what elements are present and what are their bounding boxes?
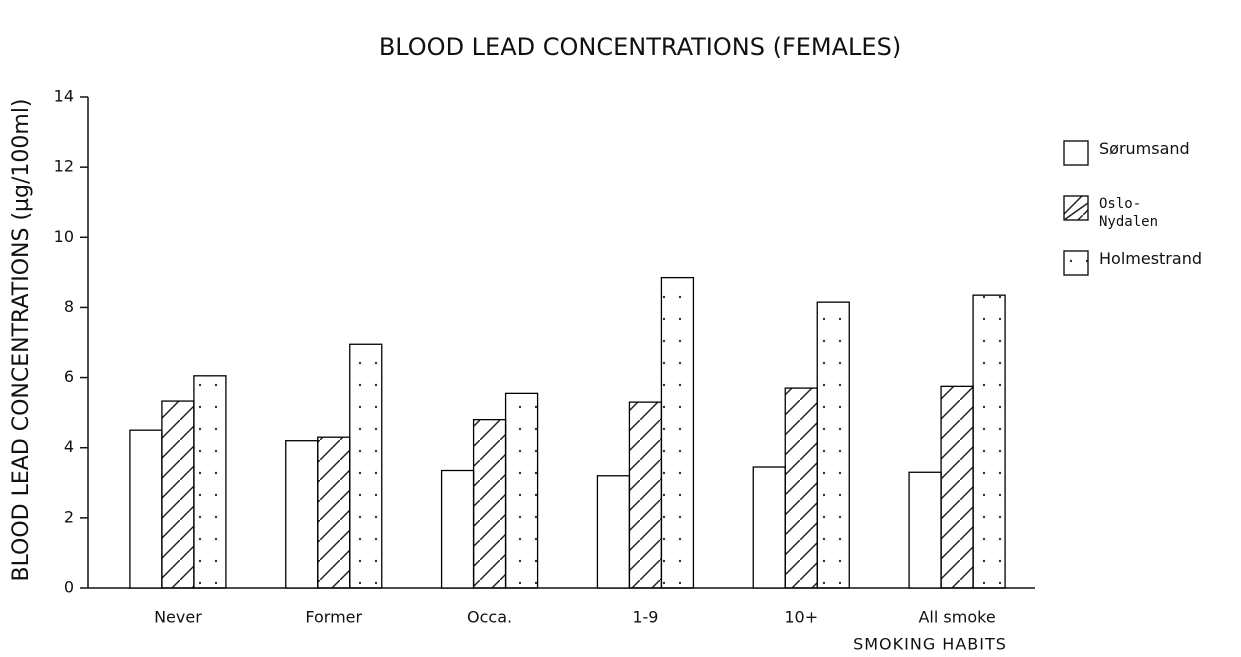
x-tick-label: Former <box>305 608 362 627</box>
legend-item: Sørumsand <box>1063 139 1190 168</box>
legend-swatch-box <box>1063 140 1089 166</box>
x-tick-label: 10+ <box>784 608 818 627</box>
legend-swatch-box <box>1063 195 1089 221</box>
bar <box>596 475 631 589</box>
bar <box>317 436 351 589</box>
y-tick-label: 6 <box>64 367 74 386</box>
x-tick-label: Never <box>154 608 202 627</box>
bar <box>908 471 942 589</box>
bar <box>784 387 818 589</box>
y-tick-label: 0 <box>64 578 74 597</box>
bar <box>660 276 695 589</box>
bar <box>940 385 974 589</box>
legend-swatch <box>1063 140 1089 166</box>
legend-label: Sørumsand <box>1099 139 1190 158</box>
legend-label: Holmestrand <box>1099 249 1202 268</box>
bar <box>472 419 507 589</box>
y-tick-label: 2 <box>64 507 74 526</box>
chart-title: BLOOD LEAD CONCENTRATIONS (FEMALES) <box>379 33 901 61</box>
legend-swatch <box>1063 250 1089 276</box>
y-axis-label: BLOOD LEAD CONCENTRATIONS (µg/100ml) <box>9 98 34 581</box>
bar <box>285 440 319 589</box>
legend-hatch <box>1063 202 1089 221</box>
bar <box>129 429 163 589</box>
y-tick-label: 8 <box>64 297 74 316</box>
bar <box>440 469 475 589</box>
bar <box>628 401 663 589</box>
legend-item: Holmestrand <box>1063 249 1202 278</box>
bar <box>504 392 539 589</box>
x-tick-label: 1-9 <box>632 608 658 627</box>
x-tick-label: All smoke <box>918 608 995 627</box>
bar <box>752 466 786 589</box>
legend-label: Oslo-Nydalen <box>1099 196 1159 230</box>
y-tick-label: 4 <box>64 437 74 456</box>
bar <box>193 375 227 589</box>
y-tick-label: 12 <box>54 157 74 176</box>
x-axis-label: SMOKING HABITS <box>853 635 1007 654</box>
bar <box>161 400 195 589</box>
y-tick-label: 14 <box>54 87 74 106</box>
bar <box>816 301 850 589</box>
legend-item: Oslo-Nydalen <box>1063 195 1159 231</box>
x-tick-label: Occa. <box>467 608 512 627</box>
legend-swatch <box>1063 195 1089 221</box>
legend-swatch-box <box>1063 250 1089 276</box>
bar <box>349 343 383 589</box>
bar <box>972 294 1006 589</box>
y-tick-label: 10 <box>54 227 74 246</box>
